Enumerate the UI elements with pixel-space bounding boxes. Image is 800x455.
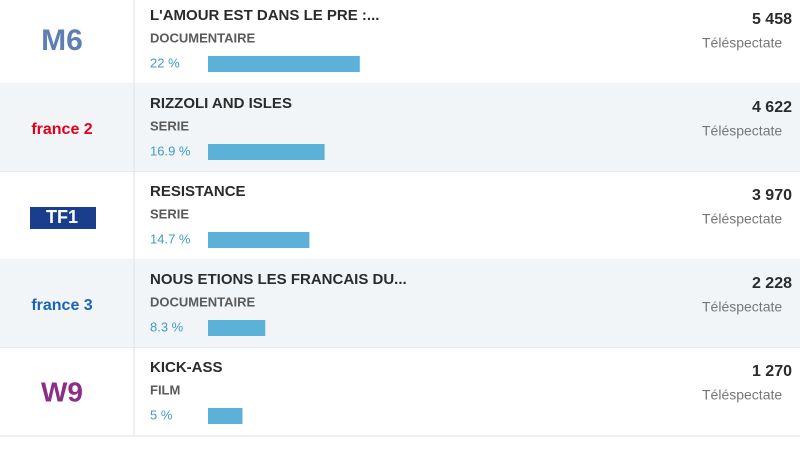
- audience-share: 16.9 %: [150, 143, 191, 158]
- program-genre: DOCUMENTAIRE: [150, 294, 256, 309]
- program-genre: DOCUMENTAIRE: [150, 30, 256, 45]
- program-genre: FILM: [150, 382, 180, 397]
- viewer-unit: Téléspectate: [702, 387, 782, 403]
- program-title: KICK-ASS: [150, 359, 223, 376]
- viewer-count: 4 622: [752, 99, 792, 116]
- channel-logo: france 2: [31, 121, 92, 138]
- share-bar: [208, 56, 360, 72]
- program-title: RIZZOLI AND ISLES: [150, 95, 292, 112]
- channel-logo: M6: [41, 24, 83, 57]
- row-background: [0, 260, 800, 348]
- logo-background: [30, 207, 96, 229]
- viewer-count: 2 228: [752, 275, 792, 292]
- viewer-count: 3 970: [752, 187, 792, 204]
- audience-share: 14.7 %: [150, 231, 191, 246]
- channel-logo: france 3: [31, 297, 92, 314]
- program-genre: SERIE: [150, 118, 189, 133]
- program-title: L'AMOUR EST DANS LE PRE :...: [150, 7, 379, 24]
- share-bar: [208, 408, 243, 424]
- viewer-unit: Téléspectate: [702, 35, 782, 51]
- viewer-unit: Téléspectate: [702, 211, 782, 227]
- audience-share: 5 %: [150, 407, 173, 422]
- row-background: [0, 172, 800, 260]
- viewer-unit: Téléspectate: [702, 123, 782, 139]
- share-bar: [208, 232, 310, 248]
- viewer-unit: Téléspectate: [702, 299, 782, 315]
- row-background: [0, 0, 800, 84]
- audience-share: 8.3 %: [150, 319, 184, 334]
- share-bar: [208, 144, 325, 160]
- row: TF1 RESISTANCE SERIE 14.7 % 3 970 Téléspectat…: [0, 172, 800, 261]
- row: france 2 RIZZOLI AND ISLES SERIE 16.9 % 4 62…: [0, 84, 800, 173]
- row: france 3 NOUS ETIONS LES FRANCAIS DU... DO…: [0, 260, 800, 349]
- program-title: RESISTANCE: [150, 183, 246, 200]
- row-background: [0, 348, 800, 436]
- channel-logo: TF1: [46, 207, 78, 227]
- row: M6 L'AMOUR EST DANS LE PRE :... DOCUMENTAI…: [0, 0, 800, 85]
- row: W9 KICK-ASS FILM 5 % 1 270 Téléspectate: [0, 348, 800, 437]
- program-title: NOUS ETIONS LES FRANCAIS DU...: [150, 271, 407, 288]
- share-bar: [208, 320, 266, 336]
- viewer-count: 1 270: [752, 363, 792, 380]
- row-background: [0, 84, 800, 172]
- audience-share: 22 %: [150, 55, 180, 70]
- program-genre: SERIE: [150, 206, 189, 221]
- channel-logo: W9: [41, 376, 83, 407]
- viewer-count: 5 458: [752, 11, 792, 28]
